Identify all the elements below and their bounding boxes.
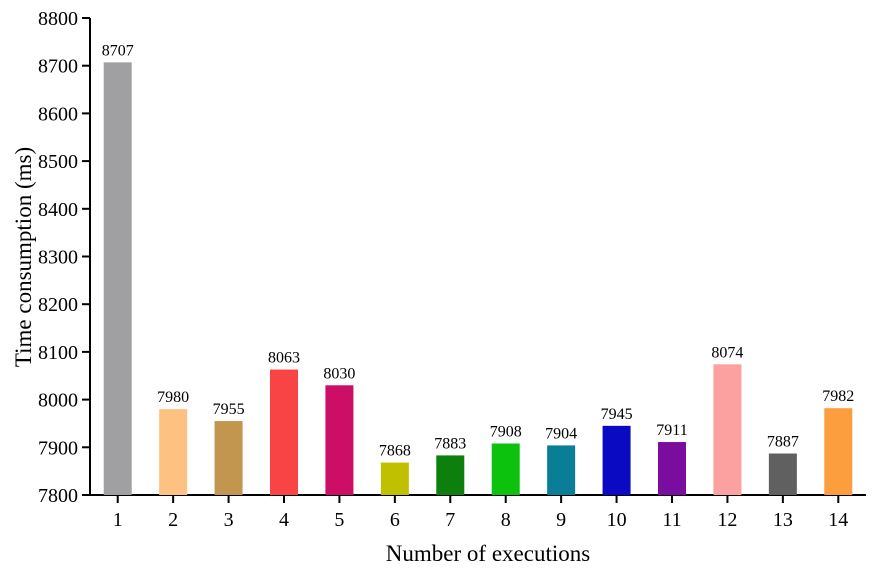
y-tick-label: 8700 xyxy=(38,56,78,78)
y-tick-label: 7900 xyxy=(38,437,78,459)
x-tick-label: 5 xyxy=(334,509,344,531)
bar xyxy=(380,462,409,495)
bar-value-label: 8707 xyxy=(102,42,134,59)
y-tick-label: 8300 xyxy=(38,247,78,269)
bars xyxy=(103,62,853,496)
bar xyxy=(325,385,354,495)
x-axis: 1 2 3 4 5 6 7 8 9 10 11 12 13 14 xyxy=(90,494,866,531)
x-tick-label: 14 xyxy=(828,509,848,531)
bar xyxy=(214,421,243,495)
bar xyxy=(159,409,188,495)
bar xyxy=(824,408,853,495)
data-labels: 8707 7980 7955 8063 8030 7868 7883 7908 7904 7945… xyxy=(102,42,855,459)
bar xyxy=(602,425,631,495)
y-axis-title: Time consumption (ms) xyxy=(11,147,36,367)
bar xyxy=(658,442,686,495)
x-tick-label: 8 xyxy=(501,509,511,531)
y-tick-label: 8800 xyxy=(38,8,78,30)
bar-value-label: 7980 xyxy=(157,389,189,406)
bar-value-label: 7904 xyxy=(545,425,577,442)
y-tick-label: 8100 xyxy=(38,342,78,364)
bar xyxy=(713,364,742,495)
bar-value-label: 7911 xyxy=(656,422,687,439)
x-tick-label: 9 xyxy=(556,509,566,531)
bar-value-label: 7982 xyxy=(822,388,854,405)
x-tick-label: 13 xyxy=(773,509,793,531)
x-tick-label: 11 xyxy=(662,509,681,531)
bar xyxy=(436,455,465,495)
y-tick-label: 7800 xyxy=(38,485,78,507)
x-tick-label: 6 xyxy=(390,509,400,531)
x-tick-label: 1 xyxy=(113,509,123,531)
x-tick-label: 4 xyxy=(279,509,289,531)
y-tick-label: 8600 xyxy=(38,103,78,125)
bar-value-label: 8074 xyxy=(711,344,743,361)
y-tick-label: 8000 xyxy=(38,390,78,412)
x-tick-label: 3 xyxy=(224,509,234,531)
bar-value-label: 7868 xyxy=(379,443,411,460)
bar-value-label: 8030 xyxy=(323,365,355,382)
x-tick-label: 12 xyxy=(717,509,737,531)
y-tick-label: 8500 xyxy=(38,151,78,173)
bar xyxy=(270,369,298,495)
y-axis: 7800 7900 8000 8100 8200 8300 8400 8500 8600 8700… xyxy=(38,8,91,507)
bar-value-label: 7945 xyxy=(601,406,633,423)
x-tick-label: 7 xyxy=(445,509,455,531)
bar xyxy=(491,443,520,495)
y-tick-label: 8200 xyxy=(38,294,78,316)
bar-value-label: 7955 xyxy=(213,401,245,418)
x-tick-label: 2 xyxy=(168,509,178,531)
bar-value-label: 7908 xyxy=(490,423,522,440)
bar-value-label: 7887 xyxy=(767,434,799,451)
bar xyxy=(103,62,132,496)
bar xyxy=(547,445,576,495)
bar-value-label: 8063 xyxy=(268,350,300,367)
bar xyxy=(768,453,797,495)
bar-value-label: 7883 xyxy=(434,435,466,452)
y-tick-label: 8400 xyxy=(38,199,78,221)
x-axis-title: Number of executions xyxy=(386,541,590,566)
x-tick-label: 10 xyxy=(607,509,627,531)
